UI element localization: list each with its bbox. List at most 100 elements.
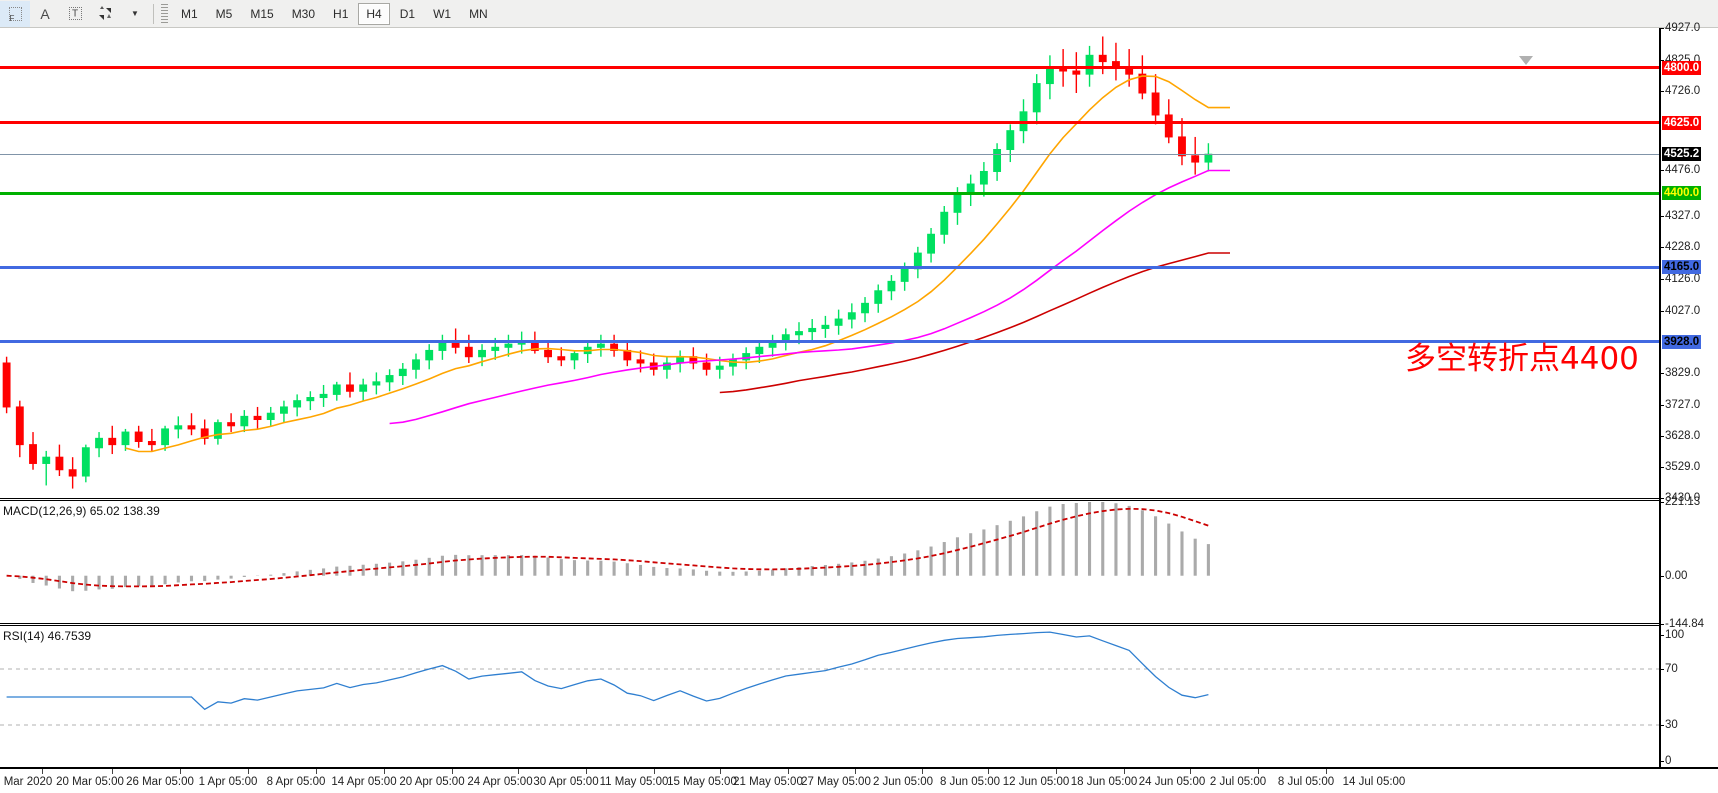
timeframe-h4[interactable]: H4 — [358, 2, 390, 25]
time-tick-1: 20 Mar 05:00 — [56, 776, 124, 788]
text-label-icon[interactable]: A — [40, 5, 50, 22]
macd-plot — [6, 502, 1210, 592]
time-tick-mark-18 — [1190, 769, 1191, 774]
time-tick-mark-11 — [720, 769, 721, 774]
timeframe-m15[interactable]: M15 — [250, 6, 274, 21]
time-tick-mark-6 — [384, 769, 385, 774]
chart-area[interactable]: MACD(12,26,9) 65.02 138.39 RSI(14) 46.75… — [0, 22, 1718, 793]
time-tick-20: 14 Jul 05:00 — [1342, 776, 1406, 788]
price-tick-3529-0: 3529.0 — [1659, 460, 1701, 473]
time-tick-9: 11 May 05:00 — [599, 776, 669, 788]
price-badge-resistance-4625: 4625.0 — [1662, 115, 1702, 130]
price-badge-support-4400: 4400.0 — [1662, 186, 1702, 201]
macd-label: MACD(12,26,9) 65.02 138.39 — [3, 504, 160, 518]
time-tick-mark-14 — [922, 769, 923, 774]
timeframe-mn[interactable]: MN — [469, 6, 488, 21]
price-tick-4027-0: 4027.0 — [1659, 304, 1701, 317]
price-tick-4228-0: 4228.0 — [1659, 241, 1701, 254]
time-tick-17: 24 Jun 05:00 — [1138, 776, 1206, 788]
time-tick-mark-9 — [586, 769, 587, 774]
ma-fast-orange — [125, 75, 1230, 453]
time-tick-0: 16 Mar 2020 — [0, 776, 53, 788]
timeframe-d1[interactable]: D1 — [399, 6, 416, 21]
timeframe-group: M1 M5 M15 M30 H1 H4 D1 W1 MN — [172, 2, 497, 25]
time-tick-mark-8 — [518, 769, 519, 774]
time-tick-mark-4 — [248, 769, 249, 774]
time-tick-19: 8 Jul 05:00 — [1277, 776, 1335, 788]
timeframe-m30[interactable]: M30 — [291, 6, 316, 21]
time-tick-mark-10 — [654, 769, 655, 774]
rsi-panel-separator — [0, 623, 1659, 626]
macd-tick-0: 221.13 — [1659, 496, 1701, 508]
timeframe-m5[interactable]: M5 — [215, 6, 233, 21]
macd-panel[interactable]: MACD(12,26,9) 65.02 138.39 — [0, 502, 1718, 624]
level-line-resistance-4625[interactable] — [0, 121, 1659, 125]
crosshair-cursor-marker — [1519, 56, 1533, 65]
price-tick-4726-0: 4726.0 — [1659, 85, 1701, 98]
toolbar-grip[interactable] — [161, 3, 168, 24]
level-line-resistance-4800[interactable] — [0, 66, 1659, 70]
level-line-support-4400[interactable] — [0, 191, 1659, 195]
dropdown-caret-icon[interactable]: ▼ — [131, 9, 139, 18]
time-tick-11: 21 May 05:00 — [733, 776, 803, 788]
time-tick-mark-13 — [855, 769, 856, 774]
macd-panel-separator — [0, 498, 1659, 501]
time-tick-mark-3 — [180, 769, 181, 774]
time-tick-4: 8 Apr 05:00 — [266, 776, 326, 788]
price-badge-last-price-4525: 4525.2 — [1662, 147, 1702, 162]
rsi-line — [6, 631, 1209, 711]
chart-annotation-text[interactable]: 多空转折点4400 — [1405, 341, 1639, 377]
level-line-level-4165[interactable] — [0, 265, 1659, 269]
time-tick-3: 1 Apr 05:00 — [198, 776, 258, 788]
price-axis[interactable]: 4927.04825.04726.04476.04327.04228.04126… — [1659, 22, 1718, 767]
timeframe-w1[interactable]: W1 — [433, 6, 452, 21]
price-tick-4126-0: 4126.0 — [1659, 273, 1701, 286]
time-tick-13: 2 Jun 05:00 — [872, 776, 934, 788]
time-tick-mark-16 — [1056, 769, 1057, 774]
time-tick-7: 24 Apr 05:00 — [467, 776, 533, 788]
rsi-tick-2: 30 — [1660, 719, 1678, 731]
time-tick-8: 30 Apr 05:00 — [533, 776, 599, 788]
time-tick-mark-17 — [1124, 769, 1125, 774]
time-tick-5: 14 Apr 05:00 — [331, 776, 397, 788]
rsi-tick-3: 0 — [1659, 755, 1672, 767]
level-line-last-price-4525[interactable] — [0, 153, 1659, 155]
price-badge-level-4165: 4165.0 — [1662, 260, 1702, 275]
price-badge-level-3928: 3928.0 — [1662, 334, 1702, 349]
time-tick-12: 27 May 05:00 — [801, 776, 871, 788]
rsi-tick-1: 70 — [1660, 663, 1678, 675]
time-tick-6: 20 Apr 05:00 — [399, 776, 465, 788]
time-tick-18: 2 Jul 05:00 — [1209, 776, 1267, 788]
rsi-label: RSI(14) 46.7539 — [3, 629, 92, 643]
level-line-level-3928[interactable] — [0, 340, 1659, 344]
rsi-panel[interactable]: RSI(14) 46.7539 — [0, 627, 1718, 767]
ma-mid-magenta — [389, 169, 1230, 425]
price-tick-3829-0: 3829.0 — [1659, 366, 1701, 379]
ma-slow-red — [719, 252, 1230, 394]
main-toolbar: A ▼ M1 M5 M15 M30 H1 H4 D1 W1 MN — [0, 0, 1718, 28]
text-object-icon[interactable] — [60, 1, 90, 27]
time-tick-mark-1 — [42, 769, 43, 774]
time-tick-mark-15 — [988, 769, 989, 774]
price-panel[interactable] — [0, 28, 1718, 498]
crosshair-f-icon[interactable] — [0, 0, 30, 27]
time-tick-mark-7 — [452, 769, 453, 774]
time-tick-mark-12 — [788, 769, 789, 774]
price-tick-3430-0: 3430.0 — [1659, 492, 1701, 504]
arrows-objects-icon[interactable] — [90, 1, 120, 27]
time-tick-16: 18 Jun 05:00 — [1070, 776, 1138, 788]
timeframe-m1[interactable]: M1 — [181, 6, 198, 21]
macd-tick-2: -144.84 — [1659, 618, 1705, 630]
time-tick-10: 15 May 05:00 — [667, 776, 737, 788]
price-tick-3628-0: 3628.0 — [1659, 429, 1701, 442]
time-tick-mark-19 — [1258, 769, 1259, 774]
time-tick-mark-5 — [316, 769, 317, 774]
timeframe-h1[interactable]: H1 — [333, 6, 349, 21]
price-plot — [2, 36, 1230, 489]
time-tick-mark-2 — [112, 769, 113, 774]
time-tick-mark-20 — [1326, 769, 1327, 774]
price-tick-3727-0: 3727.0 — [1659, 398, 1701, 411]
price-tick-4927-0: 4927.0 — [1659, 22, 1701, 34]
toolbar-divider — [153, 3, 154, 24]
